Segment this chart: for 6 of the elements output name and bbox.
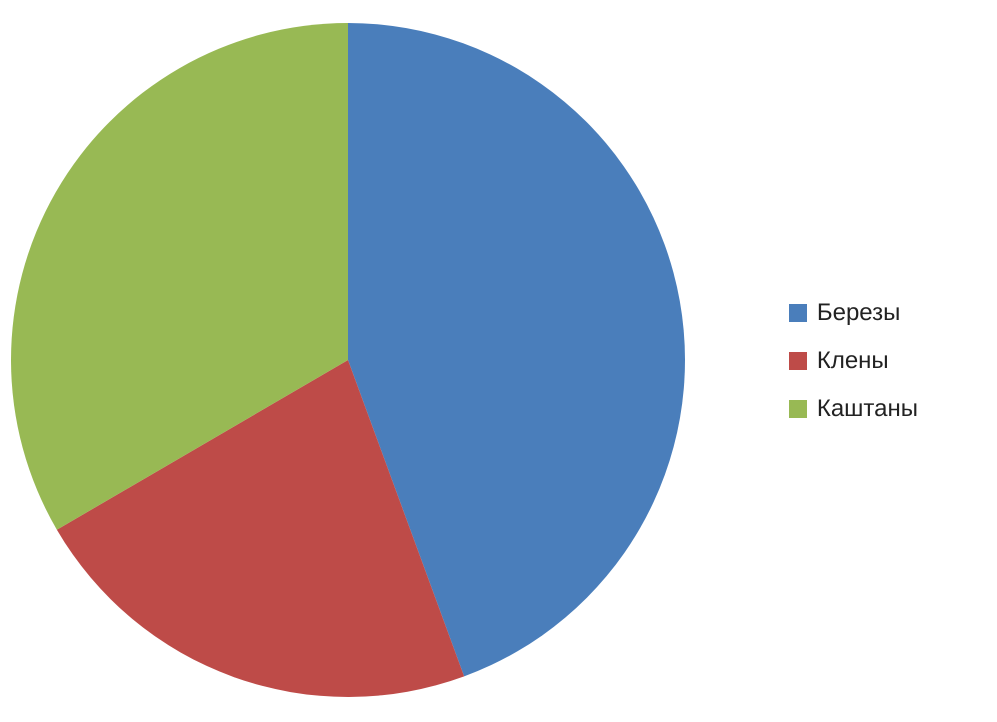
pie-slice bbox=[56, 360, 464, 697]
legend-label: Березы bbox=[816, 298, 900, 328]
pie-slice bbox=[11, 23, 348, 530]
legend-label: Клены bbox=[816, 346, 889, 376]
pie-slice bbox=[348, 23, 685, 676]
legend-label: Каштаны bbox=[816, 394, 918, 424]
